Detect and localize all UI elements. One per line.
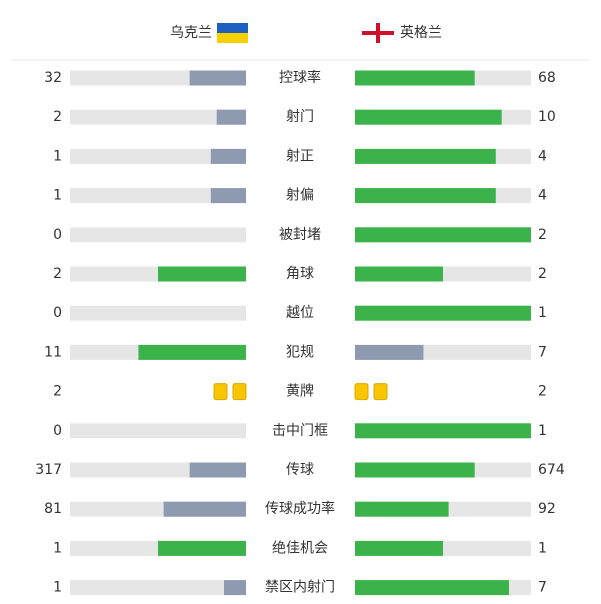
yellow-card [354, 383, 369, 401]
away-bar [355, 188, 496, 204]
away-value: 1 [538, 540, 547, 556]
away-value: 68 [538, 70, 556, 86]
stat-label: 黄牌 [286, 383, 314, 400]
home-value: 2 [53, 384, 62, 400]
home-value: 2 [53, 109, 62, 125]
away-bar [355, 344, 424, 360]
home-bar [158, 266, 246, 282]
away-value: 7 [538, 580, 547, 596]
away-value: 2 [538, 384, 547, 400]
away-value: 4 [538, 188, 547, 204]
home-bar [138, 344, 246, 360]
home-value: 1 [53, 188, 62, 204]
home-track [70, 188, 246, 204]
stat-label: 射正 [286, 148, 314, 164]
home-bar [189, 70, 246, 86]
home-bar [158, 540, 246, 556]
home-value: 1 [53, 580, 62, 596]
home-track [70, 227, 246, 243]
stat-label: 击中门框 [272, 423, 328, 439]
yellow-card [373, 383, 388, 401]
away-team: 英格兰 [400, 24, 442, 41]
home-value: 317 [35, 462, 62, 478]
away-value: 1 [538, 423, 547, 439]
home-track [70, 580, 246, 596]
home-value: 1 [53, 540, 62, 556]
away-value: 2 [538, 266, 547, 282]
stat-label: 射门 [286, 109, 314, 125]
stat-label: 射偏 [286, 188, 314, 204]
away-bar [355, 501, 449, 517]
away-bar [355, 227, 531, 243]
yellow-card [232, 383, 247, 401]
away-bar [355, 70, 475, 86]
stat-label: 角球 [286, 266, 314, 282]
home-value: 0 [53, 305, 62, 321]
home-bar [189, 462, 246, 478]
home-track [70, 423, 246, 439]
stat-label: 传球 [286, 462, 314, 478]
home-bar [216, 109, 246, 125]
home-track [70, 109, 246, 125]
away-bar [355, 540, 443, 556]
home-value: 1 [53, 148, 62, 164]
away-bar [355, 423, 531, 439]
home-track [70, 305, 246, 321]
away-cards [354, 383, 388, 401]
england-flag [362, 23, 394, 43]
home-value: 11 [44, 344, 62, 360]
home-bar [210, 148, 246, 164]
stat-label: 犯规 [286, 344, 314, 360]
away-value: 2 [538, 227, 547, 243]
stat-label: 绝佳机会 [272, 540, 328, 556]
home-bar [163, 501, 246, 517]
away-value: 10 [538, 109, 556, 125]
away-value: 1 [538, 305, 547, 321]
away-bar [355, 266, 443, 282]
away-value: 92 [538, 501, 556, 517]
away-bar [355, 148, 496, 164]
home-track [70, 148, 246, 164]
away-value: 4 [538, 148, 547, 164]
stat-label: 被封堵 [279, 227, 321, 243]
away-bar [355, 462, 475, 478]
away-value: 674 [538, 462, 565, 478]
away-bar [355, 109, 502, 125]
home-team: 乌克兰 [170, 25, 212, 41]
home-bar [224, 580, 246, 596]
away-bar [355, 580, 509, 596]
home-value: 2 [53, 266, 62, 282]
stat-label: 禁区内射门 [265, 580, 335, 596]
home-value: 0 [53, 423, 62, 439]
home-value: 0 [53, 227, 62, 243]
away-value: 7 [538, 344, 547, 360]
stat-label: 传球成功率 [265, 500, 335, 517]
away-bar [355, 305, 531, 321]
home-value: 81 [44, 501, 62, 517]
stat-label: 越位 [286, 305, 314, 321]
yellow-card [213, 383, 228, 401]
home-value: 32 [44, 70, 62, 86]
home-bar [210, 188, 246, 204]
home-cards [213, 383, 247, 401]
stat-label: 控球率 [279, 69, 321, 86]
ukraine-flag [217, 23, 248, 43]
